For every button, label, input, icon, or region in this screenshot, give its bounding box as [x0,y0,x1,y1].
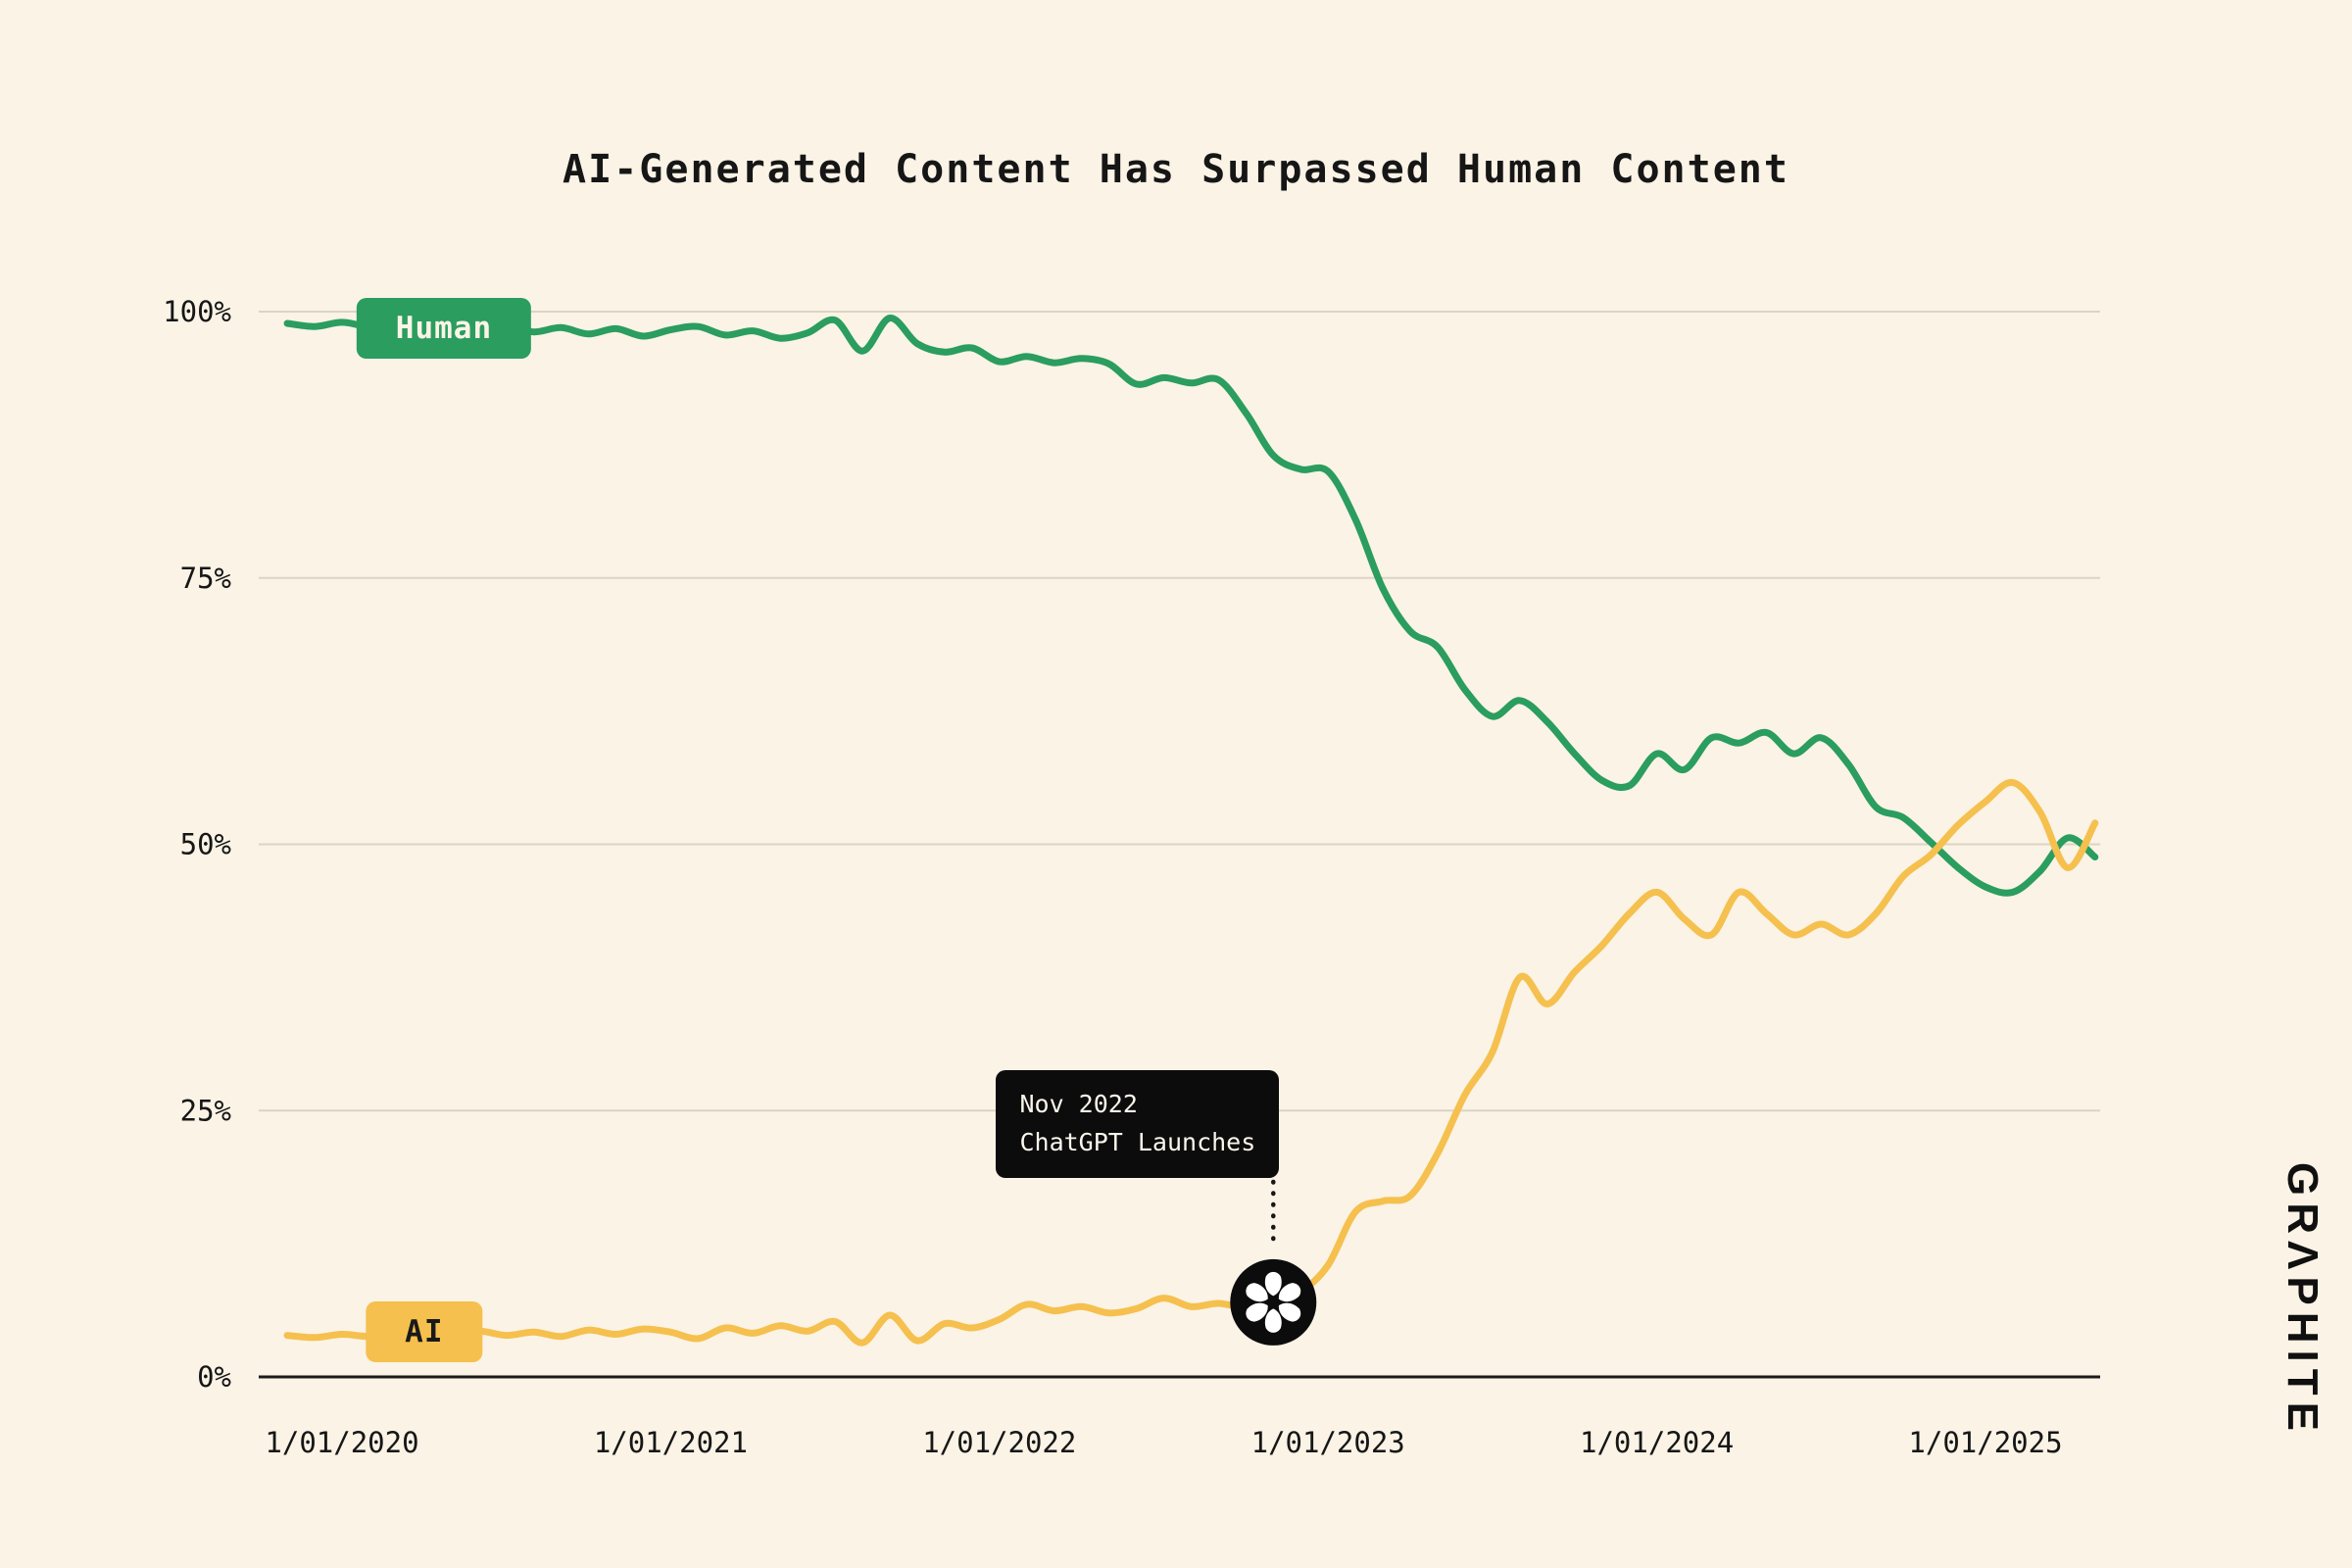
y-tick-label: 75% [180,562,231,595]
openai-petal [1246,1302,1268,1322]
ai-line [283,778,2099,1347]
x-tick-label: 1/01/2025 [1908,1426,2062,1459]
openai-logo-circle [1230,1258,1317,1346]
x-tick-label: 1/01/2024 [1580,1426,1734,1459]
legend-label-human: Human [395,311,493,347]
graphite-logo: GRΛPHITE [2278,1162,2327,1438]
x-tick-label: 1/01/2021 [594,1426,748,1459]
annotation-date: Nov 2022 [1019,1090,1138,1118]
annotation-tooltip: Nov 2022 ChatGPT Launches [996,1070,1280,1178]
annotation-text: ChatGPT Launches [1019,1127,1256,1156]
openai-petal [1264,1308,1282,1333]
openai-petal [1264,1271,1282,1297]
openai-petal [1278,1302,1301,1322]
y-tick-label: 50% [180,828,231,861]
human-line [283,315,2099,897]
legend-chip-ai: AI [366,1301,483,1363]
y-tick-label: 0% [197,1360,231,1394]
chart-title: AI-Generated Content Has Surpassed Human… [563,147,1789,192]
openai-petal [1246,1283,1268,1302]
legend-chip-human: Human [356,298,532,360]
x-tick-label: 1/01/2022 [922,1426,1076,1459]
openai-logo-icon [1246,1271,1301,1333]
x-tick-label: 1/01/2023 [1251,1426,1405,1459]
y-tick-label: 25% [180,1094,231,1127]
openai-petal [1278,1283,1301,1302]
y-tick-label: 100% [163,295,231,328]
x-tick-label: 1/01/2020 [265,1426,418,1459]
legend-label-ai: AI [405,1314,444,1350]
